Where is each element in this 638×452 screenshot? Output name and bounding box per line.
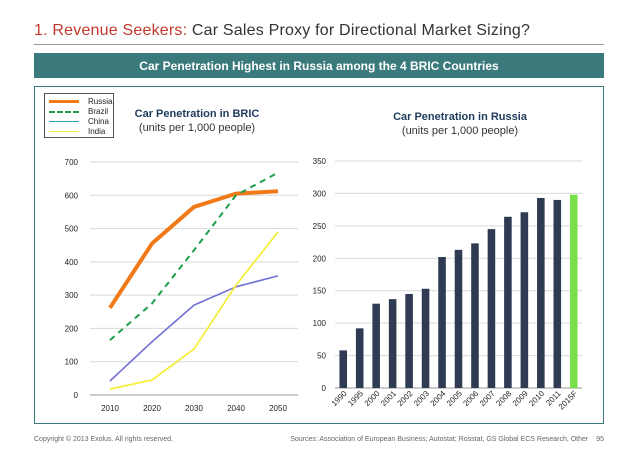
legend-label-india: India (88, 127, 106, 136)
bar-2011 (553, 199, 562, 388)
line-chart-x-tick: 2010 (101, 404, 119, 413)
line-chart-y-tick: 500 (65, 225, 79, 234)
line-series-india (109, 231, 279, 390)
bar-chart-x-tick: 2003 (412, 389, 431, 408)
bar-chart-y-tick: 200 (313, 254, 327, 263)
legend-label-brazil: Brazil (88, 107, 109, 116)
line-series-china (109, 275, 279, 382)
line-chart-subtitle: (units per 1,000 people) (138, 122, 256, 134)
bar-2015F (569, 194, 578, 388)
bar-chart-x-tick: 2010 (527, 389, 546, 408)
line-chart-y-tick: 600 (65, 191, 79, 200)
bar-chart-title: Car Penetration in Russia (393, 111, 527, 123)
slide-title-accent: Revenue Seekers: (52, 22, 188, 39)
headline-banner: Car Penetration Highest in Russia among … (34, 53, 604, 78)
bar-chart-y-tick: 250 (313, 222, 327, 231)
bar-chart-x-tick: 1990 (330, 389, 349, 408)
line-chart-title: Car Penetration in BRIC (134, 108, 260, 120)
bar-2006 (471, 243, 479, 388)
legend-item-brazil: Brazil (49, 106, 113, 117)
bar-chart-x-tick: 2015F (557, 389, 579, 411)
bar-1990 (339, 350, 348, 388)
line-chart-y-tick: 100 (65, 358, 79, 367)
bar-chart-x-tick: 2000 (363, 389, 382, 408)
bar-chart-y-tick: 0 (322, 384, 327, 393)
slide-title: 1. Revenue Seekers: Car Sales Proxy for … (34, 22, 530, 40)
bar-chart-x-tick: 2009 (511, 389, 530, 408)
line-chart-x-tick: 2030 (185, 404, 203, 413)
legend-label-russia: Russia (88, 97, 113, 106)
bar-2005 (454, 249, 463, 388)
charts-frame (34, 86, 604, 424)
line-chart-x-tick: 2040 (227, 404, 245, 413)
bar-2007 (487, 229, 496, 388)
bar-chart-subtitle: (units per 1,000 people) (401, 125, 519, 137)
bar-chart-y-tick: 150 (313, 287, 327, 296)
bar-2001 (388, 299, 397, 388)
bar-chart-x-tick: 2005 (445, 389, 464, 408)
line-chart-y-tick: 300 (65, 291, 79, 300)
bar-2010 (537, 197, 545, 388)
slide-title-number: 1. (34, 22, 48, 39)
legend-swatch-brazil (49, 111, 79, 113)
legend-item-china: China (49, 116, 113, 127)
line-chart-legend: Russia Brazil China India (44, 93, 114, 138)
legend-swatch-india (49, 131, 79, 132)
bar-2004 (438, 256, 446, 388)
bar-2000 (372, 303, 380, 388)
bar-2009 (520, 212, 529, 388)
bar-2002 (405, 293, 413, 388)
bar-chart-y-tick: 100 (313, 319, 327, 328)
legend-item-russia: Russia (49, 96, 113, 107)
line-chart-title-block: Car Penetration in BRIC (units per 1,000… (122, 107, 272, 135)
line-chart-x-tick: 2050 (269, 404, 287, 413)
footer-sources: Sources: Association of European Busines… (290, 436, 589, 443)
legend-swatch-russia (49, 100, 79, 103)
legend-swatch-china (49, 121, 79, 122)
page-number: 95 (596, 436, 604, 443)
banner-text: Car Penetration Highest in Russia among … (139, 58, 499, 73)
bar-chart-x-tick: 2002 (396, 389, 415, 408)
bar-chart-y-tick: 350 (313, 157, 327, 166)
bar-1995 (355, 328, 364, 388)
bar-chart-x-tick: 2001 (379, 389, 398, 408)
bar-chart-x-tick: 2007 (478, 389, 497, 408)
bar-chart-x-tick: 2006 (461, 389, 480, 408)
bar-chart-x-tick: 2008 (494, 389, 513, 408)
legend-item-india: India (49, 126, 113, 137)
line-series-brazil (109, 171, 279, 341)
line-chart-y-tick: 0 (74, 391, 79, 400)
line-chart-y-tick: 200 (65, 324, 79, 333)
footer-copyright: Copyright © 2013 Exolus. All rights rese… (34, 436, 174, 443)
bar-2003 (421, 288, 430, 388)
title-divider (34, 44, 604, 45)
legend-label-china: China (88, 117, 109, 126)
bar-chart-y-tick: 50 (317, 352, 326, 361)
slide-title-rest: Car Sales Proxy for Directional Market S… (191, 22, 531, 39)
line-chart-y-tick: 700 (65, 158, 79, 167)
footer-sources-block: Sources: Association of European Busines… (290, 436, 604, 443)
bar-chart-y-tick: 300 (313, 189, 327, 198)
bar-chart-x-tick: 1995 (346, 389, 365, 408)
bar-2008 (504, 216, 512, 388)
line-series-russia (108, 189, 279, 309)
bar-chart-x-tick: 2004 (428, 389, 447, 408)
bar-chart-title-block: Car Penetration in Russia (units per 1,0… (385, 110, 535, 138)
line-chart-y-tick: 400 (65, 258, 79, 267)
line-chart-x-tick: 2020 (143, 404, 161, 413)
